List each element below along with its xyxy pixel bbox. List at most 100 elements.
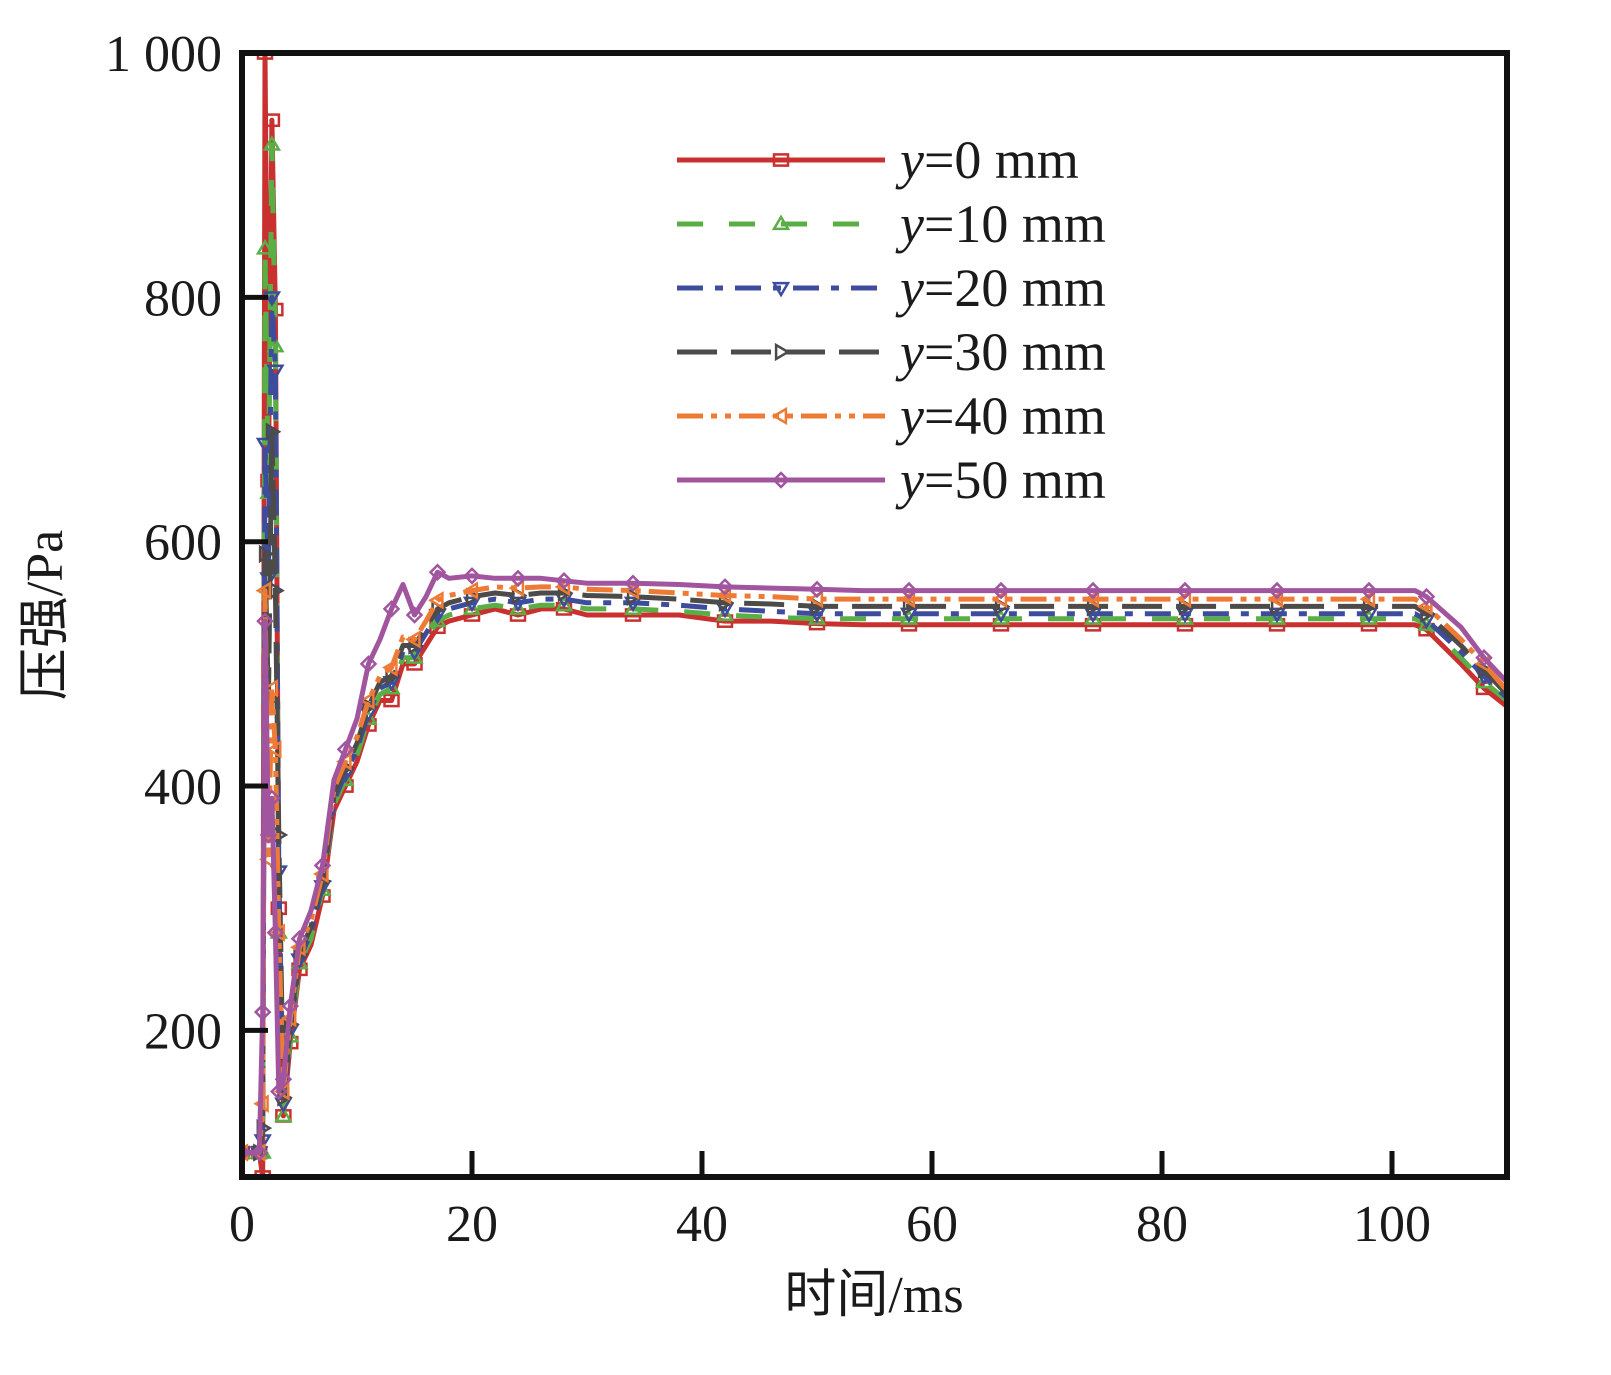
data-point [313,856,332,875]
data-point [405,648,424,664]
data-point [1359,609,1379,625]
legend-marker [772,153,790,167]
data-point [290,929,309,948]
data-point [281,997,300,1015]
data-point [265,740,282,759]
data-point [263,113,281,128]
data-point [509,569,527,588]
legend-marker [774,342,791,362]
series-line [242,569,1507,1156]
data-point [382,658,398,677]
x-axis: 0 20 40 60 80 100 [229,1151,1431,1253]
x-axis-title: 时间/ms [784,1267,963,1324]
data-point [336,740,355,759]
x-tick-label: 60 [906,1196,958,1253]
data-point [900,581,918,600]
data-point [266,923,285,942]
data-point [262,135,282,151]
series-line [242,142,1507,1156]
data-point [255,437,275,454]
data-point [266,364,285,381]
data-point [555,572,573,590]
legend-marker [771,281,791,298]
legend-item: y=50 mm [677,450,1106,510]
legend-label: y=30 mm [895,322,1106,382]
data-point [250,1143,269,1162]
y-tick-label: 1 000 [105,26,222,83]
x-tick-label: 0 [229,1196,255,1253]
data-point [626,587,643,606]
series-y-50-mm [242,563,1507,1162]
data-point [508,599,528,616]
data-point [263,789,281,808]
data-point [270,1082,288,1101]
series-y-20-mm [242,291,1507,1163]
data-point [1417,615,1436,631]
series-y-40-mm [242,577,1507,1162]
legend-label: y=10 mm [895,194,1106,254]
data-point [408,636,424,655]
data-point [1176,581,1194,600]
data-point [255,581,272,600]
data-point [405,606,424,624]
data-point [382,600,401,618]
legend-label: y=20 mm [895,258,1106,318]
data-point [256,612,274,630]
legend: y=0 mmy=10 mmy=20 mmy=30 mmy=40 mmy=50 m… [677,130,1106,510]
data-point [462,599,482,616]
data-point [1084,581,1102,600]
data-point [262,291,282,307]
data-point [508,596,528,613]
x-tick-label: 20 [446,1196,498,1253]
y-tick-label: 200 [144,1003,222,1060]
data-point [624,574,642,593]
data-point [557,583,574,603]
data-point [991,609,1011,625]
data-point [554,595,574,612]
plot-frame [239,50,1510,1180]
data-point [1475,648,1493,667]
series-line [242,294,1507,1156]
data-point [808,580,826,599]
legend-label: y=40 mm [895,386,1106,446]
data-point [465,587,482,606]
y-tick-label: 800 [144,270,222,327]
data-point [462,581,479,600]
legend-label: y=0 mm [895,130,1079,190]
data-point [274,1106,293,1123]
data-point [899,609,919,625]
data-point [1267,607,1287,624]
legend-marker [772,471,790,489]
data-point [265,422,282,441]
data-point [1360,581,1378,600]
data-point [1083,609,1103,625]
data-point [259,826,278,844]
data-point [1268,581,1286,600]
data-point [428,591,444,610]
data-point [428,563,447,582]
x-tick-label: 40 [676,1196,728,1253]
data-point [554,577,571,597]
data-point [258,544,275,564]
x-tick-label: 100 [1353,1196,1431,1253]
data-point [991,607,1011,624]
data-point [715,605,735,622]
data-point [359,655,378,673]
data-point [1175,609,1195,625]
legend-item: y=20 mm [677,258,1106,318]
data-point [623,581,640,600]
data-point [242,1143,251,1162]
legend-item: y=0 mm [677,130,1079,190]
legend-label: y=50 mm [895,450,1106,510]
data-point [992,581,1010,600]
data-point [255,239,275,255]
data-point [463,567,481,585]
legend-item: y=40 mm [677,386,1106,446]
data-point [1267,609,1287,625]
series-line [242,429,1507,1156]
data-point [807,609,827,625]
data-point [1477,660,1494,680]
legend-item: y=10 mm [677,194,1106,254]
series-layer [242,50,1507,1180]
